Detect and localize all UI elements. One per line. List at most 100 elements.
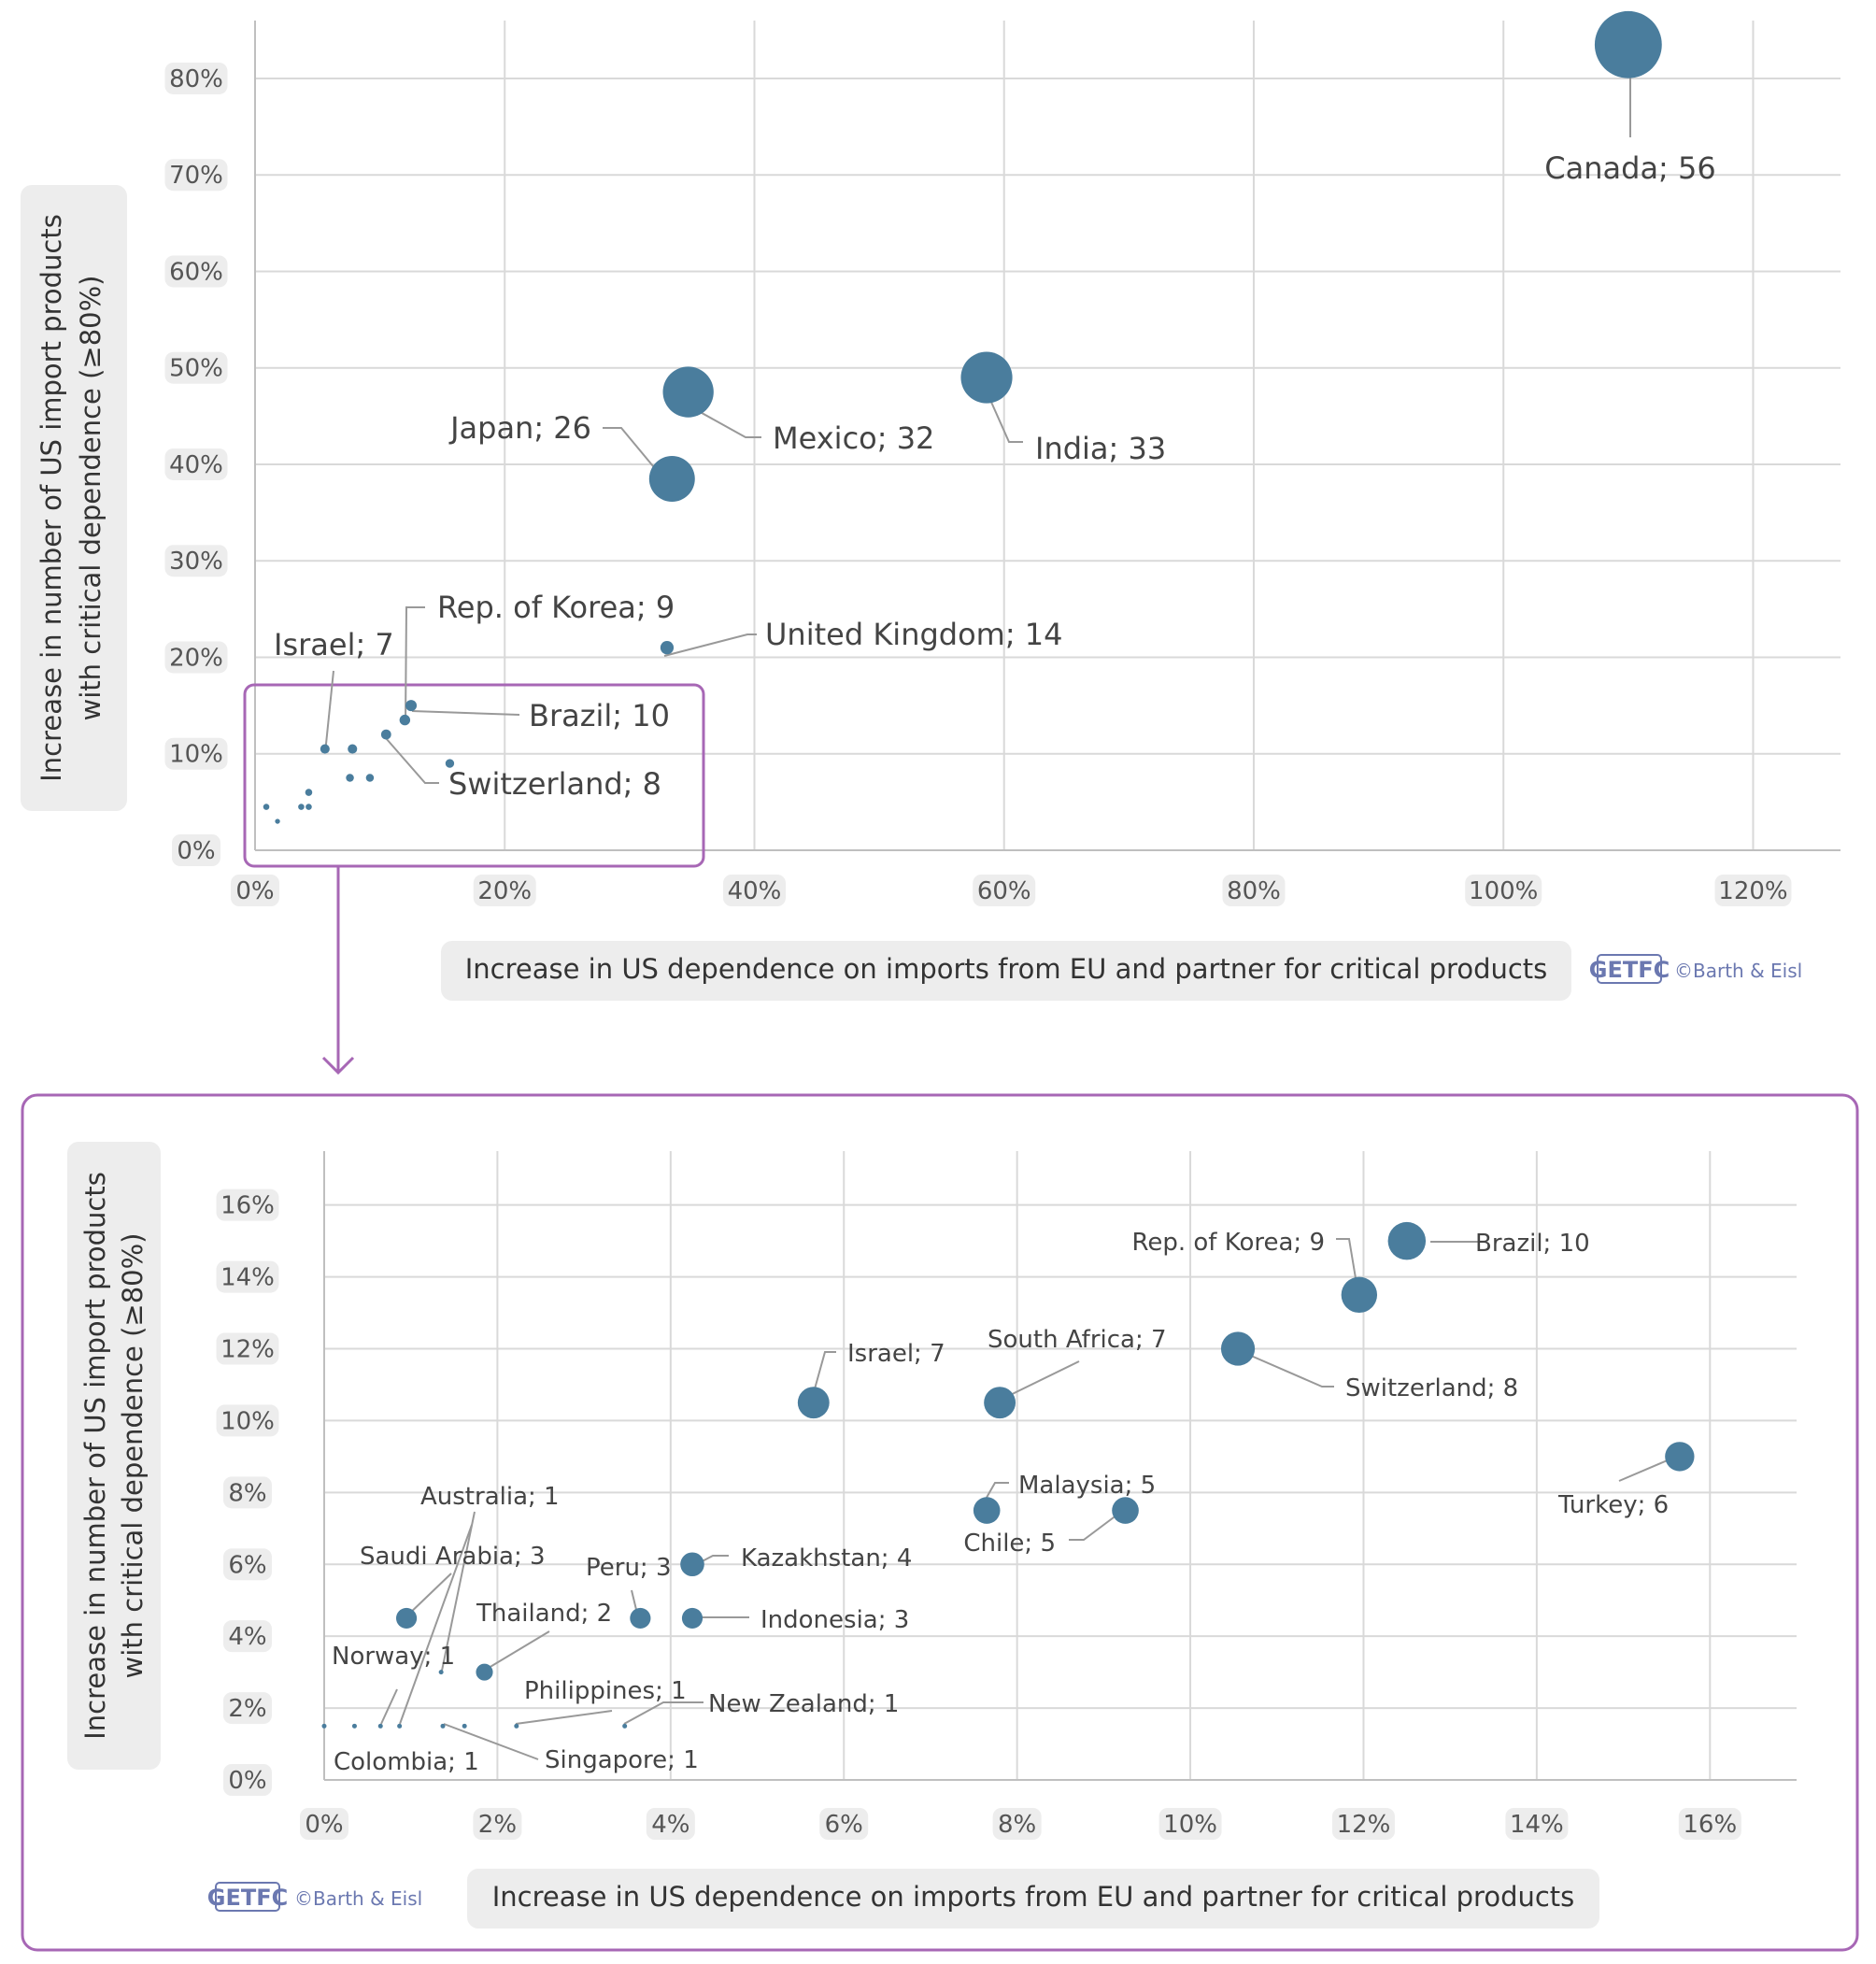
label-bot-new-zealand: New Zealand; 1 xyxy=(708,1690,899,1718)
label-bot-singapore: Singapore; 1 xyxy=(545,1746,699,1774)
bot-xtick-label: 12% xyxy=(1337,1811,1391,1839)
bottom-grid xyxy=(323,1151,1797,1781)
leader-top-uk xyxy=(663,633,757,657)
top-xtick-label: 120% xyxy=(1718,877,1787,905)
bot-ytick-label: 10% xyxy=(220,1407,275,1435)
bot-point-new-zealand xyxy=(622,1723,628,1729)
top-xtick-pill xyxy=(722,875,786,906)
bot-ytick-label: 8% xyxy=(228,1479,266,1507)
zoom-arrow-head xyxy=(321,1056,355,1075)
bot-point-switzerland xyxy=(1220,1331,1256,1366)
top-point-mexico xyxy=(662,366,714,418)
bot-xtick-pill xyxy=(646,1808,695,1840)
label-bot-australia: Australia; 1 xyxy=(420,1483,560,1511)
top-xtick-label: 100% xyxy=(1469,877,1538,905)
bot-ytick-pill xyxy=(223,1692,272,1725)
top-grid xyxy=(254,21,1840,851)
top-point-brazil xyxy=(405,700,418,712)
bot-ytick-pill xyxy=(223,1476,272,1509)
leader-bot-israel xyxy=(810,1351,836,1403)
bot-point-malaysia xyxy=(973,1497,1001,1524)
bot-point-colombia xyxy=(397,1723,403,1729)
label-top-brazil: Brazil; 10 xyxy=(529,698,670,733)
top-xtick-label: 40% xyxy=(728,877,782,905)
leader-bot-colombia xyxy=(399,1524,473,1725)
top-ytick-pill xyxy=(164,641,228,674)
top-point-malaysia xyxy=(346,774,354,782)
bot-ytick-pill xyxy=(216,1260,279,1293)
bot-ytick-pill xyxy=(223,1548,272,1581)
label-bot-brazil: Brazil; 10 xyxy=(1475,1230,1590,1258)
leader-bot-thailand xyxy=(483,1630,550,1672)
bottom-labels: Brazil; 10 Rep. of Korea; 9 Switzerland;… xyxy=(332,1229,1669,1776)
leader-bot-saudi xyxy=(405,1573,452,1618)
bot-point-israel xyxy=(797,1387,830,1419)
bottom-ylabel-line1: Increase in number of US import products xyxy=(79,1172,111,1740)
bot-ytick-pill xyxy=(216,1404,279,1437)
leader-bot-korea xyxy=(1336,1238,1359,1296)
top-ylabel-pill xyxy=(21,185,127,811)
top-point-peru xyxy=(298,804,305,810)
top-point-turkey xyxy=(445,759,455,768)
top-ytick-label: 0% xyxy=(177,837,215,865)
label-bot-thailand: Thailand; 2 xyxy=(476,1600,612,1628)
bot-ytick-label: 16% xyxy=(220,1192,275,1220)
bot-ytick-pill xyxy=(223,1620,272,1653)
top-ylabel-line1: Increase in number of US import products xyxy=(36,214,67,782)
top-xtick-label: 60% xyxy=(977,877,1031,905)
leader-bot-philippines xyxy=(515,1710,613,1725)
top-ytick-label: 30% xyxy=(169,548,223,576)
bottom-ticks: 0% 2% 4% 6% 8% 10% 12% 14% 16% 0% 2% 4% 6% 8% 10% 12% 14… xyxy=(216,1188,1741,1840)
top-ytick-pill xyxy=(164,737,228,770)
bot-point-kazakhstan xyxy=(680,1552,704,1577)
credit-text: ©Barth & Eisl xyxy=(1674,960,1802,982)
getfc-logo-frame xyxy=(1597,954,1662,984)
bot-point-australia xyxy=(438,1670,444,1675)
bottom-ylabel-pill xyxy=(67,1142,161,1770)
top-ytick-pill xyxy=(164,545,228,577)
label-bot-kazakhstan: Kazakhstan; 4 xyxy=(741,1544,912,1573)
top-point-israel xyxy=(320,744,330,754)
bot-point-philippines xyxy=(514,1723,519,1729)
getfc-logo: GETFC xyxy=(1589,957,1670,983)
top-point-switzerland xyxy=(380,729,391,740)
bot-ytick-pill xyxy=(216,1188,279,1221)
bot-xtick-pill xyxy=(1678,1808,1741,1840)
bot-point-unlabeled xyxy=(351,1723,357,1729)
top-xlabel-pill xyxy=(441,941,1571,1001)
bot-ytick-label: 14% xyxy=(220,1264,275,1292)
leader-top-korea xyxy=(405,606,425,726)
top-ytick-label: 50% xyxy=(169,355,223,383)
bot-point-norway xyxy=(377,1723,383,1729)
label-bot-south-africa: South Africa; 7 xyxy=(988,1326,1167,1354)
leader-bot-chile xyxy=(1069,1508,1126,1541)
top-ylabel-line2: with critical dependence (≥80%) xyxy=(75,276,107,721)
bot-point-singapore xyxy=(440,1723,446,1729)
label-top-mexico: Mexico; 32 xyxy=(773,420,934,456)
label-top-korea: Rep. of Korea; 9 xyxy=(437,590,675,625)
leader-top-israel xyxy=(324,670,334,754)
bot-point-saudi-arabia xyxy=(395,1607,418,1630)
top-ytick-label: 40% xyxy=(169,451,223,479)
leader-top-brazil xyxy=(411,710,520,716)
bot-xtick-label: 2% xyxy=(478,1811,517,1839)
leader-bot-norway xyxy=(380,1688,398,1725)
bottom-chart: Increase in number of US import products… xyxy=(67,1142,1797,1928)
label-bot-indonesia: Indonesia; 3 xyxy=(760,1606,909,1634)
top-point-canada xyxy=(1594,10,1662,78)
top-point-japan xyxy=(648,455,695,502)
label-bot-switzerland: Switzerland; 8 xyxy=(1345,1374,1518,1402)
bot-point-indonesia xyxy=(681,1607,704,1630)
bot-xtick-label: 8% xyxy=(998,1811,1036,1839)
bot-ytick-pill xyxy=(223,1764,272,1796)
bottom-ylabel-line2: with critical dependence (≥80%) xyxy=(117,1233,149,1679)
label-bot-korea: Rep. of Korea; 9 xyxy=(1131,1229,1325,1257)
top-xtick-label: 20% xyxy=(477,877,532,905)
top-point-chile xyxy=(365,774,375,782)
top-xtick-pill xyxy=(1714,875,1792,906)
label-top-israel: Israel; 7 xyxy=(274,627,394,662)
bot-xtick-pill xyxy=(1505,1808,1569,1840)
top-zoom-highlight-box xyxy=(243,683,705,868)
bot-ytick-pill xyxy=(216,1332,279,1365)
top-credit: GETFC ©Barth & Eisl xyxy=(1589,954,1802,984)
